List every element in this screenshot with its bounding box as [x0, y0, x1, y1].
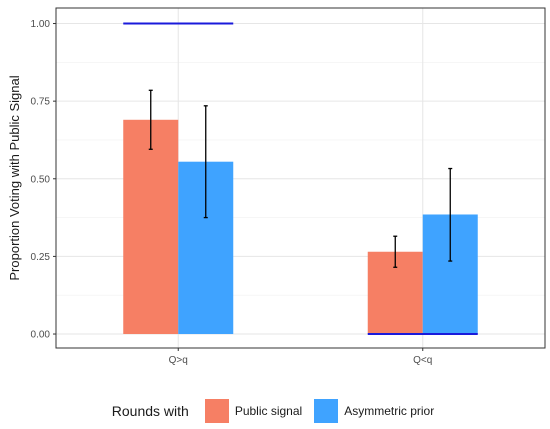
legend: Rounds with Public signal Asymmetric pri…	[0, 396, 550, 426]
x-tick-label: Q<q	[413, 355, 432, 366]
y-tick-label: 0.25	[31, 252, 51, 263]
legend-label-asymmetric-prior: Asymmetric prior	[344, 404, 435, 418]
y-axis-title: Proportion Voting with Public Signal	[7, 75, 22, 280]
legend-swatch-public-signal	[204, 399, 229, 423]
legend-swatch-asymmetric-prior	[314, 399, 339, 423]
y-tick-label: 0.50	[31, 174, 51, 185]
y-tick-label: 1.00	[31, 19, 51, 30]
bar-public-signal-0	[123, 119, 179, 335]
y-tick-label: 0.75	[31, 97, 51, 108]
legend-item-public-signal: Public signal	[204, 399, 303, 423]
legend-label-public-signal: Public signal	[234, 404, 303, 418]
x-tick-label: Q>q	[169, 355, 188, 366]
plot-border	[55, 7, 546, 349]
y-tick-label: 0.00	[31, 330, 51, 341]
legend-title: Rounds with	[111, 403, 189, 419]
bar-chart: 0.00 0.25 0.50 0.75 1.00 Q>q Q<q Proportion Vot…	[7, 7, 546, 366]
legend-item-asymmetric-prior: Asymmetric prior	[314, 399, 434, 423]
